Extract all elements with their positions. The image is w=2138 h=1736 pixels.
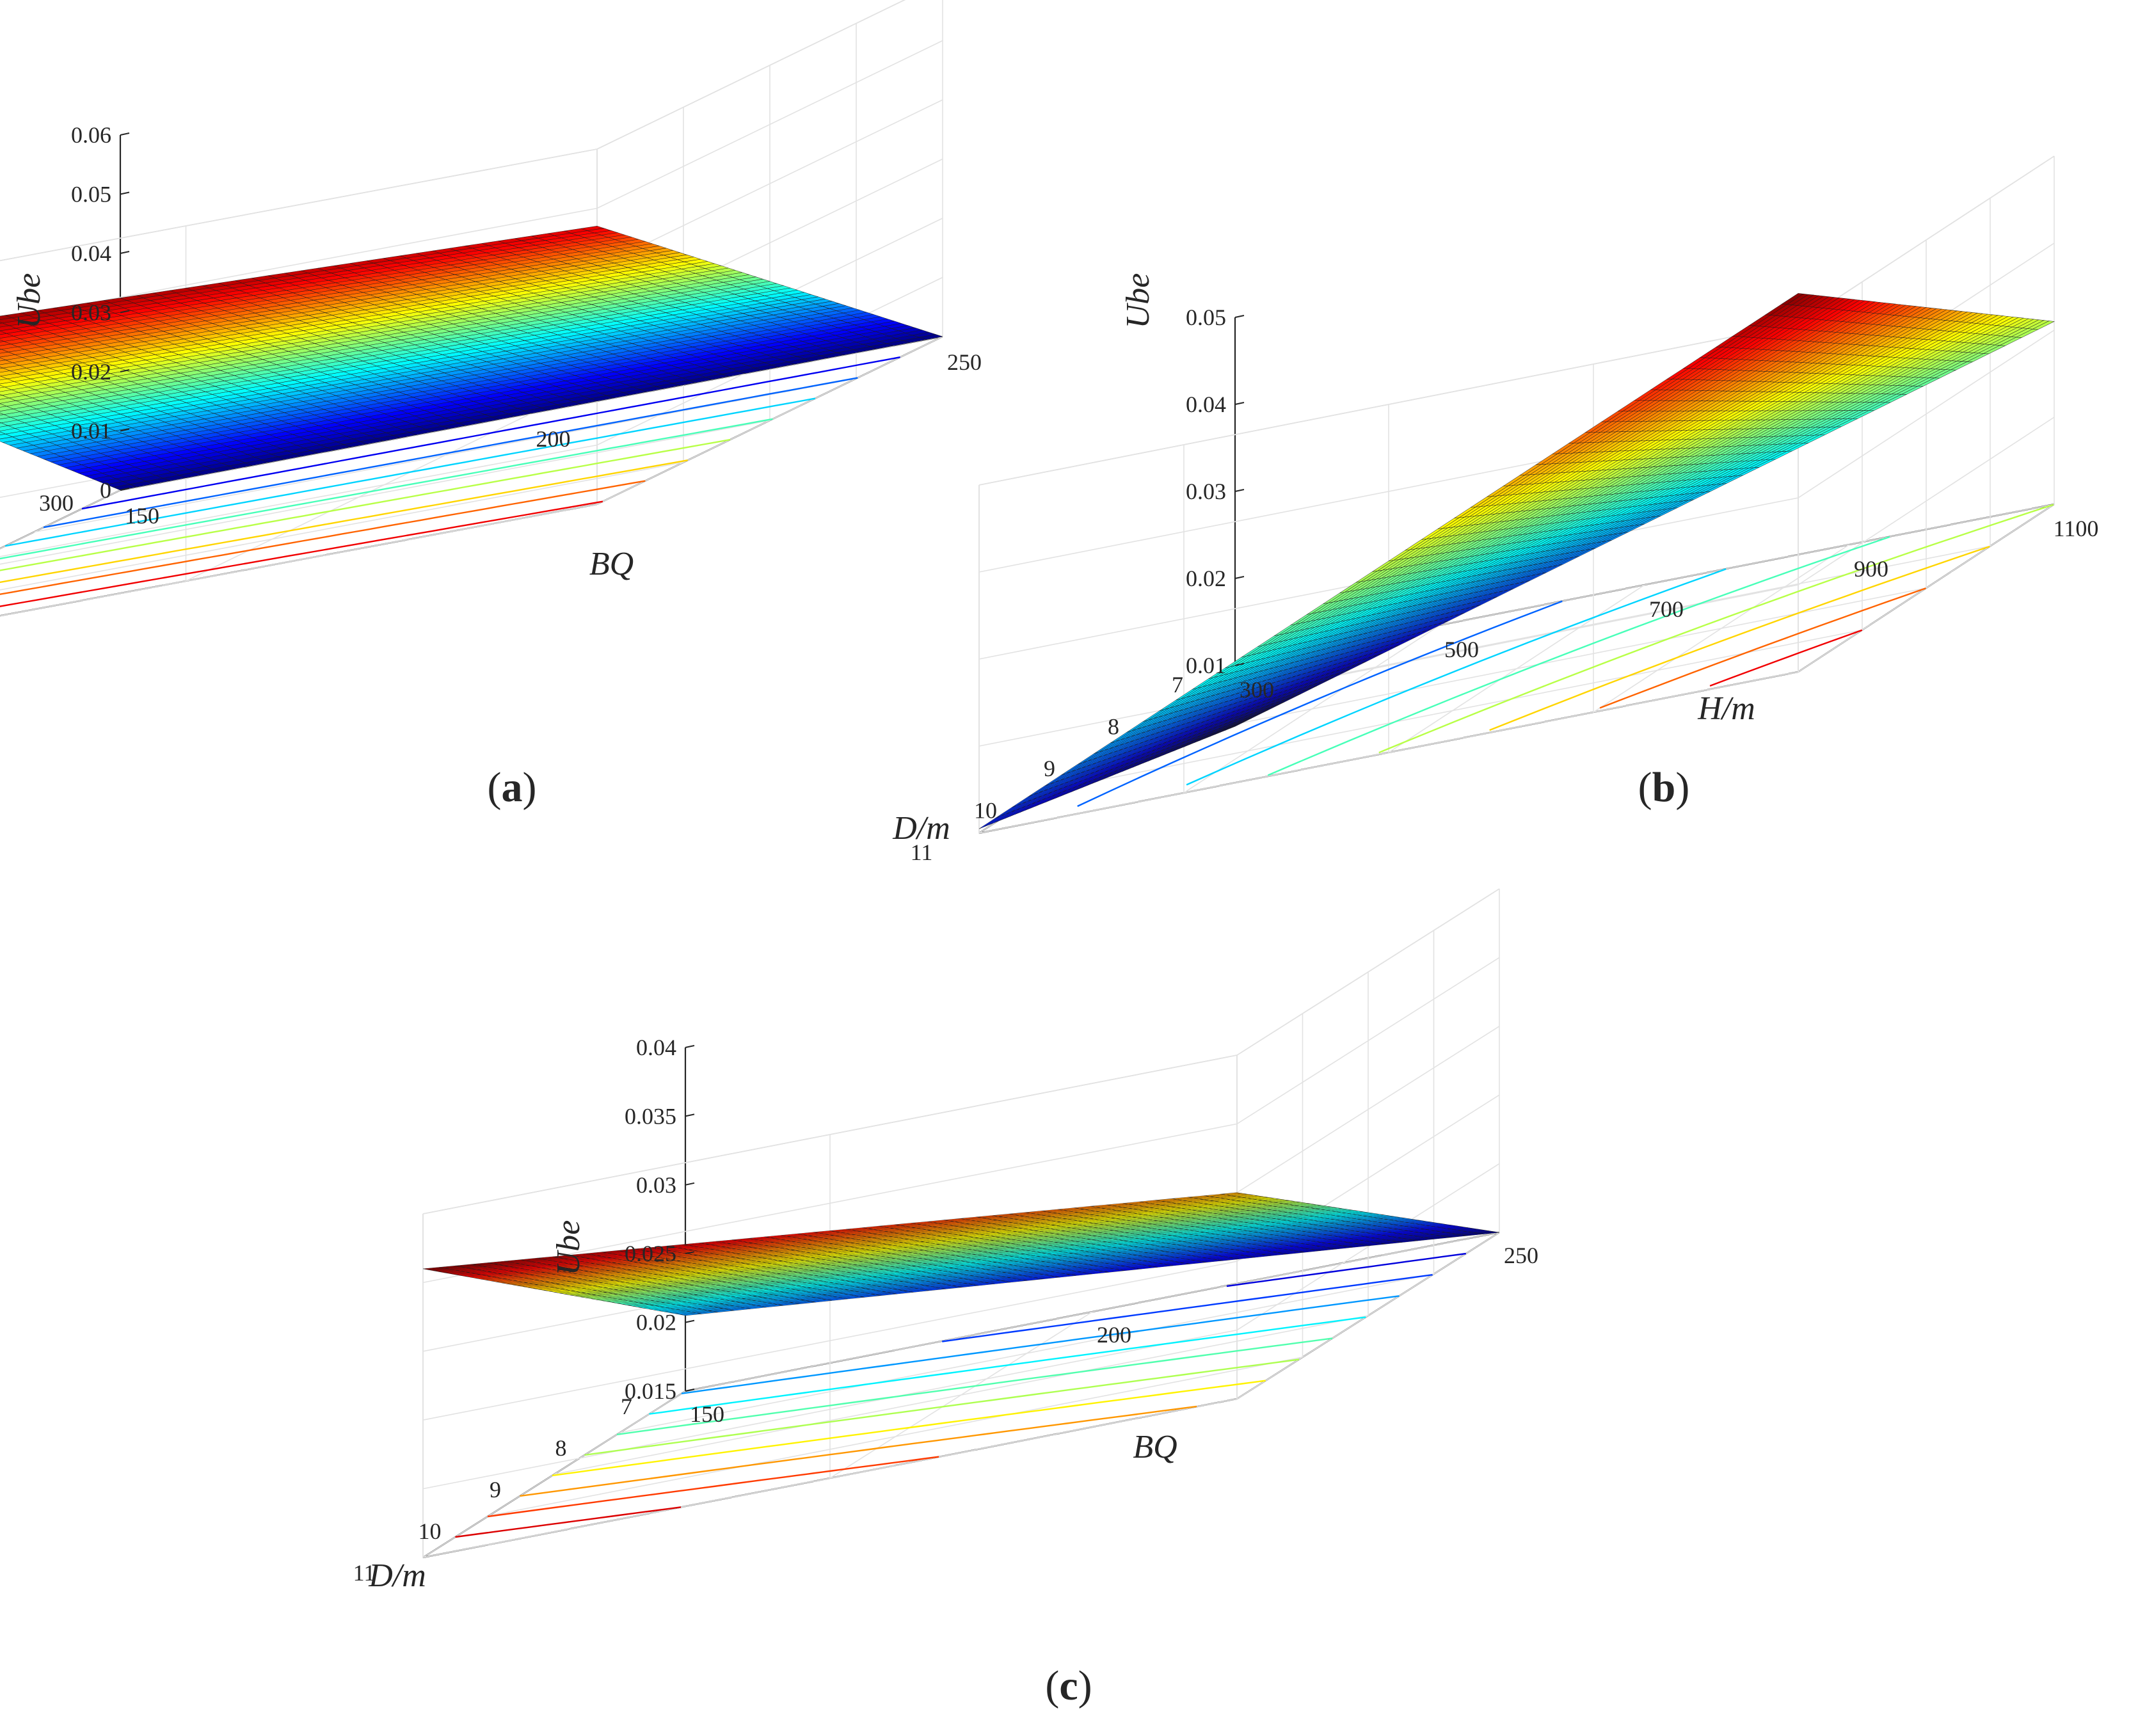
- panel-caption: (a): [488, 764, 537, 811]
- z-tick-label: 0.05: [71, 182, 111, 207]
- z-tick-label: 0.01: [71, 418, 111, 444]
- z-tick-mark: [120, 132, 130, 136]
- grid-line-x: [0, 490, 121, 550]
- contour-line: [4, 397, 816, 547]
- x-tick-label: 200: [536, 426, 571, 452]
- contour-line: [0, 418, 773, 560]
- y-tick-label: 300: [39, 490, 74, 516]
- grid-line-y: [0, 65, 770, 565]
- z-axis-title: Ube: [11, 273, 47, 329]
- panel-letter: a: [502, 764, 523, 811]
- contour-line: [0, 480, 646, 595]
- contour-line: [81, 356, 900, 510]
- contour-line: [43, 377, 858, 529]
- x-tick-label: 150: [125, 503, 159, 529]
- surface-plot-a: 00.010.020.030.040.050.06150200250300500…: [0, 0, 982, 811]
- contour-line: [0, 500, 603, 607]
- z-tick-label: 0.03: [71, 300, 111, 326]
- z-tick-label: 0.02: [71, 359, 111, 385]
- grid-line-y: [0, 107, 684, 591]
- surface-mesh: [978, 293, 2055, 829]
- z-tick-mark: [120, 251, 130, 254]
- z-tick-mark: [120, 191, 130, 195]
- surface-plot-b: 0.010.020.030.040.0530050070090011007891…: [892, 155, 2098, 865]
- contour-line: [0, 438, 731, 571]
- z-tick-label: 0: [100, 477, 111, 503]
- z-tick-label: 0.04: [71, 241, 111, 266]
- surface-mesh: [0, 226, 943, 491]
- x-axis-title: BQ: [589, 546, 634, 582]
- z-tick-label: 0.06: [71, 122, 111, 148]
- floor-contours: [0, 356, 900, 607]
- x-tick-label: 250: [947, 349, 982, 375]
- contour-line: [0, 459, 688, 584]
